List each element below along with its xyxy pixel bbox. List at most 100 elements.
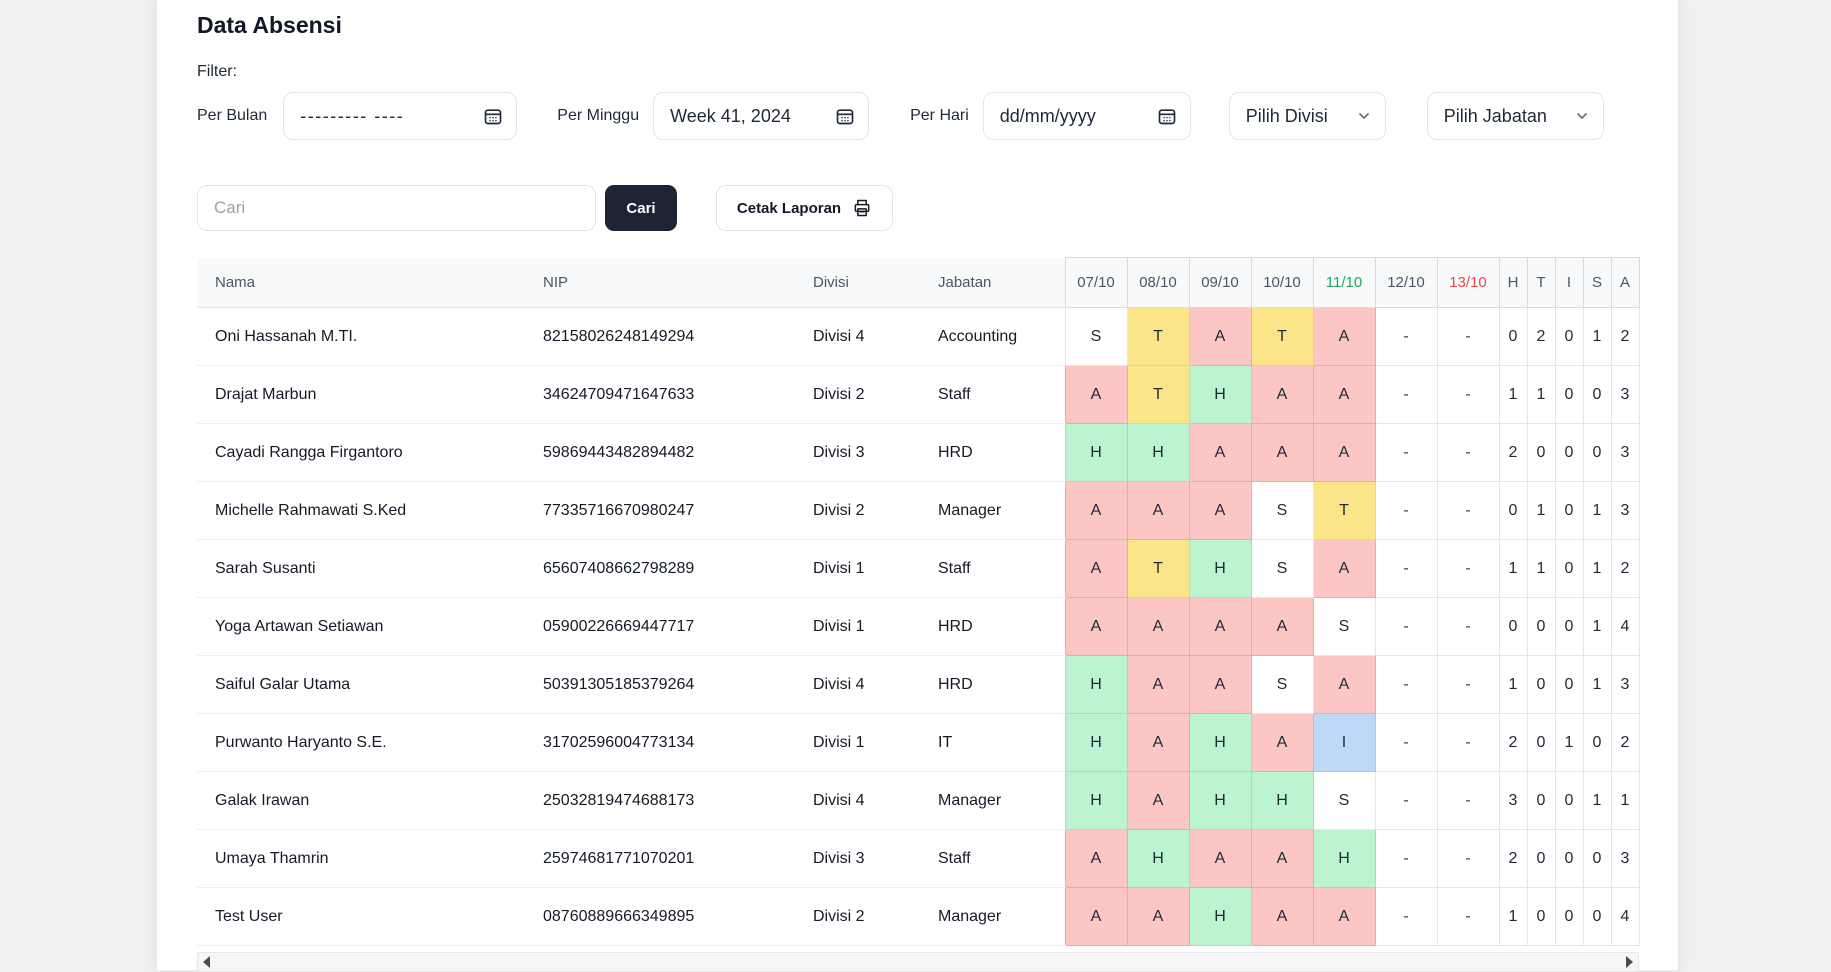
- summary-cell: 1: [1526, 481, 1556, 540]
- status-cell-empty: -: [1436, 829, 1500, 888]
- status-cell: H: [1064, 423, 1128, 482]
- status-cell: T: [1126, 307, 1190, 366]
- table-row: Michelle Rahmawati S.Ked 7733571667098024…: [197, 481, 1640, 540]
- cell-nip: 34624709471647633: [525, 365, 795, 424]
- column-header-divisi: Divisi: [795, 257, 920, 308]
- status-cell: A: [1312, 423, 1376, 482]
- summary-cell: 0: [1498, 307, 1528, 366]
- filter-section-label: Filter:: [197, 63, 237, 80]
- column-header-date: 12/10: [1374, 257, 1438, 308]
- summary-cell: 2: [1610, 713, 1640, 772]
- table-row: Galak Irawan 25032819474688173 Divisi 4 Man…: [197, 771, 1640, 830]
- summary-cell: 0: [1582, 713, 1612, 772]
- horizontal-scrollbar[interactable]: [197, 952, 1639, 972]
- summary-cell: 1: [1526, 365, 1556, 424]
- cell-jabatan: Manager: [920, 887, 1065, 946]
- cell-divisi: Divisi 1: [795, 539, 920, 598]
- status-cell: A: [1188, 481, 1252, 540]
- table-header-row: Nama NIP Divisi Jabatan 07/10 08/10 09/10 1…: [197, 257, 1640, 308]
- filter-row: Per Bulan --------- ---- Per Minggu Week…: [197, 92, 1678, 140]
- table-row: Yoga Artawan Setiawan 05900226669447717 Di…: [197, 597, 1640, 656]
- pilih-jabatan-select[interactable]: Pilih Jabatan: [1426, 92, 1604, 140]
- print-report-button[interactable]: Cetak Laporan: [716, 185, 893, 231]
- per-minggu-input[interactable]: Week 41, 2024: [653, 92, 870, 140]
- summary-cell: 0: [1498, 481, 1528, 540]
- status-cell: H: [1188, 887, 1252, 946]
- summary-cell: 1: [1582, 771, 1612, 830]
- status-cell: A: [1312, 655, 1376, 714]
- pilih-divisi-select[interactable]: Pilih Divisi: [1228, 92, 1386, 140]
- cell-divisi: Divisi 2: [795, 887, 920, 946]
- summary-cell: 2: [1610, 307, 1640, 366]
- cell-divisi: Divisi 1: [795, 713, 920, 772]
- cell-jabatan: Accounting: [920, 307, 1065, 366]
- cell-nama: Galak Irawan: [197, 771, 525, 830]
- summary-cell: 0: [1554, 597, 1584, 656]
- cell-nip: 50391305185379264: [525, 655, 795, 714]
- search-input[interactable]: [197, 185, 596, 231]
- status-cell: A: [1188, 597, 1252, 656]
- scroll-left-arrow-icon[interactable]: [203, 956, 210, 968]
- summary-cell: 2: [1498, 829, 1528, 888]
- column-header-date: 08/10: [1126, 257, 1190, 308]
- summary-cell: 0: [1526, 713, 1556, 772]
- cell-jabatan: Manager: [920, 481, 1065, 540]
- status-cell-empty: -: [1374, 887, 1438, 946]
- status-cell: H: [1188, 713, 1252, 772]
- search-button[interactable]: Cari: [605, 185, 677, 231]
- summary-cell: 0: [1554, 481, 1584, 540]
- summary-cell: 0: [1498, 597, 1528, 656]
- cell-nip: 08760889666349895: [525, 887, 795, 946]
- cell-jabatan: Manager: [920, 771, 1065, 830]
- summary-cell: 1: [1582, 307, 1612, 366]
- status-cell: H: [1188, 771, 1252, 830]
- attendance-table: Nama NIP Divisi Jabatan 07/10 08/10 09/10 1…: [197, 257, 1640, 946]
- column-header-summary: A: [1610, 257, 1640, 308]
- cell-divisi: Divisi 2: [795, 481, 920, 540]
- search-row: Cari Cetak Laporan: [197, 185, 1678, 231]
- status-cell: A: [1250, 597, 1314, 656]
- cell-nama: Umaya Thamrin: [197, 829, 525, 888]
- printer-icon: [852, 198, 872, 218]
- per-bulan-input[interactable]: --------- ----: [283, 92, 518, 140]
- status-cell: T: [1126, 365, 1190, 424]
- content-card: Data Absensi Filter: Per Bulan ---------…: [157, 0, 1678, 972]
- status-cell: H: [1312, 829, 1376, 888]
- status-cell: A: [1064, 597, 1128, 656]
- calendar-icon[interactable]: [1157, 106, 1177, 126]
- pilih-divisi-value: Pilih Divisi: [1245, 105, 1328, 126]
- scroll-right-arrow-icon[interactable]: [1626, 956, 1633, 968]
- status-cell: I: [1312, 713, 1376, 772]
- status-cell-empty: -: [1374, 481, 1438, 540]
- status-cell: S: [1250, 655, 1314, 714]
- status-cell-empty: -: [1374, 597, 1438, 656]
- table-row: Drajat Marbun 34624709471647633 Divisi 2 St…: [197, 365, 1640, 424]
- cell-nama: Michelle Rahmawati S.Ked: [197, 481, 525, 540]
- status-cell-empty: -: [1436, 887, 1500, 946]
- cell-jabatan: IT: [920, 713, 1065, 772]
- status-cell-empty: -: [1436, 713, 1500, 772]
- summary-cell: 1: [1582, 655, 1612, 714]
- column-header-date: 07/10: [1064, 257, 1128, 308]
- cell-nip: 05900226669447717: [525, 597, 795, 656]
- summary-cell: 0: [1554, 307, 1584, 366]
- status-cell: T: [1250, 307, 1314, 366]
- status-cell: A: [1064, 481, 1128, 540]
- calendar-icon[interactable]: [835, 106, 855, 126]
- cell-nip: 25974681771070201: [525, 829, 795, 888]
- table-row: Test User 08760889666349895 Divisi 2 Manage…: [197, 887, 1640, 946]
- column-header-summary: S: [1582, 257, 1612, 308]
- summary-cell: 0: [1554, 423, 1584, 482]
- status-cell: H: [1188, 539, 1252, 598]
- cell-jabatan: Staff: [920, 365, 1065, 424]
- summary-cell: 0: [1554, 539, 1584, 598]
- summary-cell: 0: [1554, 655, 1584, 714]
- summary-cell: 3: [1498, 771, 1528, 830]
- per-minggu-label: Per Minggu: [557, 107, 640, 124]
- status-cell: A: [1312, 365, 1376, 424]
- column-header-date: 09/10: [1188, 257, 1252, 308]
- per-hari-input[interactable]: dd/mm/yyyy: [982, 92, 1191, 140]
- summary-cell: 2: [1526, 307, 1556, 366]
- calendar-icon[interactable]: [483, 106, 503, 126]
- status-cell: A: [1064, 829, 1128, 888]
